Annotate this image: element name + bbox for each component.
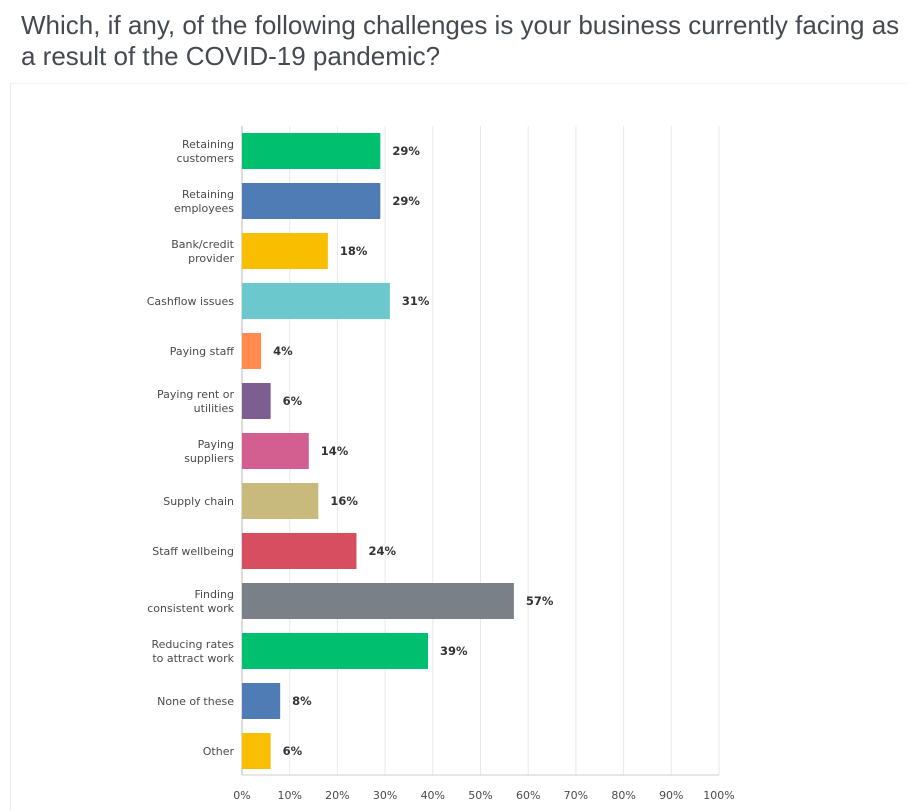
bar bbox=[242, 683, 281, 719]
category-label: Paying staff bbox=[170, 345, 235, 358]
value-label: 16% bbox=[330, 494, 358, 508]
value-label: 6% bbox=[283, 744, 303, 758]
category-label: utilities bbox=[194, 402, 235, 415]
x-tick-label: 50% bbox=[468, 789, 492, 802]
category-label: Bank/credit bbox=[171, 238, 234, 251]
bar bbox=[242, 633, 429, 669]
value-label: 29% bbox=[392, 144, 420, 158]
x-tick-label: 60% bbox=[516, 789, 540, 802]
value-label: 8% bbox=[292, 694, 312, 708]
bar bbox=[242, 583, 514, 619]
chart-panel: Retaining customers Retaining employees Bank… bbox=[10, 83, 907, 811]
value-labels: 29% 29% 18% 31% 4% 6% 14% 16% 24% 57% 39% 8% 6% bbox=[273, 144, 554, 758]
value-label: 31% bbox=[402, 294, 430, 308]
category-label: Paying rent or bbox=[157, 388, 234, 401]
x-tick-label: 20% bbox=[325, 789, 349, 802]
value-label: 57% bbox=[526, 594, 554, 608]
question-title: Which, if any, of the following challeng… bbox=[21, 10, 900, 71]
category-label: provider bbox=[188, 252, 234, 265]
value-label: 18% bbox=[340, 244, 368, 258]
value-label: 4% bbox=[273, 344, 293, 358]
value-label: 6% bbox=[283, 394, 303, 408]
x-tick-label: 30% bbox=[373, 789, 397, 802]
x-tick-label: 90% bbox=[659, 789, 683, 802]
grid-lines bbox=[241, 126, 720, 776]
value-label: 29% bbox=[392, 194, 420, 208]
category-label: None of these bbox=[157, 695, 234, 708]
bar bbox=[242, 133, 381, 169]
bar bbox=[242, 483, 319, 519]
bar bbox=[242, 383, 271, 419]
x-tick-label: 10% bbox=[277, 789, 301, 802]
category-label: Other bbox=[203, 745, 235, 758]
value-label: 14% bbox=[321, 444, 349, 458]
category-label: customers bbox=[176, 152, 234, 165]
category-label: Paying bbox=[198, 438, 234, 451]
category-label: employees bbox=[174, 202, 234, 215]
category-label: Staff wellbeing bbox=[152, 545, 234, 558]
category-label: Retaining bbox=[182, 188, 234, 201]
bar-chart: RetainingcustomersRetainingemployeesBank… bbox=[147, 126, 735, 802]
x-tick-label: 70% bbox=[564, 789, 588, 802]
bar bbox=[242, 433, 309, 469]
bar bbox=[242, 283, 390, 319]
category-label: Supply chain bbox=[163, 495, 234, 508]
x-tick-label: 100% bbox=[703, 789, 734, 802]
bar bbox=[242, 183, 381, 219]
bar bbox=[242, 333, 262, 369]
bar bbox=[242, 233, 328, 269]
category-label: consistent work bbox=[147, 602, 234, 615]
x-tick-label: 80% bbox=[611, 789, 635, 802]
category-label: Finding bbox=[194, 588, 234, 601]
category-label: suppliers bbox=[184, 452, 234, 465]
value-label: 39% bbox=[440, 644, 468, 658]
x-tick-label: 40% bbox=[421, 789, 445, 802]
category-label: Retaining bbox=[182, 138, 234, 151]
x-axis-ticks: 0% 10% 20% 30% 40% 50% 60% 70% 80% 90% 100% bbox=[233, 789, 734, 802]
category-label: to attract work bbox=[152, 652, 234, 665]
bar bbox=[242, 733, 271, 769]
value-label: 24% bbox=[368, 544, 396, 558]
bar bbox=[242, 533, 357, 569]
x-tick-label: 0% bbox=[233, 789, 250, 802]
category-labels: RetainingcustomersRetainingemployeesBank… bbox=[147, 138, 235, 758]
bars bbox=[242, 133, 514, 769]
category-label: Cashflow issues bbox=[147, 295, 235, 308]
category-label: Reducing rates bbox=[152, 638, 235, 651]
